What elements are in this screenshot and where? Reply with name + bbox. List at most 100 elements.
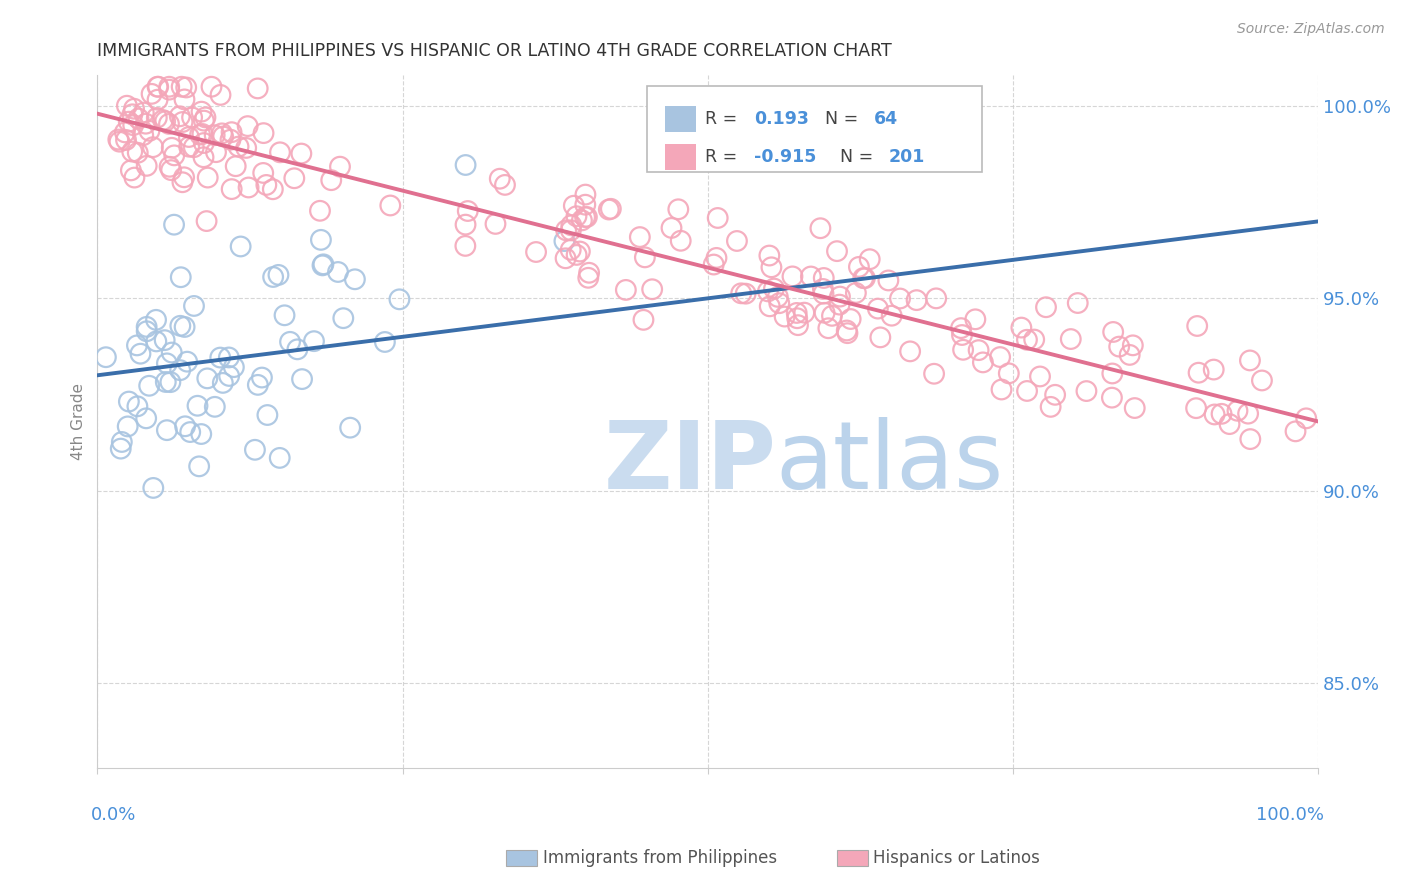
Point: [560, 223, 582, 237]
Point: [177, 130, 200, 145]
Point: [990, 383, 1012, 397]
Point: [262, 270, 284, 285]
Point: [108, 135, 131, 149]
Text: R =: R =: [706, 148, 742, 166]
Point: [1204, 408, 1226, 422]
Point: [821, 309, 844, 323]
Point: [142, 140, 165, 154]
Point: [1226, 404, 1249, 418]
Point: [135, 117, 157, 131]
Point: [813, 286, 835, 301]
Point: [965, 312, 987, 326]
Point: [825, 244, 848, 259]
Text: ZIP: ZIP: [605, 417, 778, 509]
Point: [250, 370, 273, 384]
Point: [278, 334, 301, 349]
Point: [756, 285, 779, 299]
Point: [176, 354, 198, 368]
Point: [1108, 340, 1130, 354]
Point: [254, 178, 277, 192]
Point: [560, 219, 582, 233]
Point: [1101, 367, 1123, 381]
Point: [122, 118, 145, 132]
Point: [121, 145, 143, 159]
Point: [169, 109, 191, 123]
Point: [950, 328, 973, 343]
Point: [117, 419, 139, 434]
Point: [107, 132, 129, 146]
Point: [813, 271, 835, 285]
Point: [839, 312, 862, 326]
Point: [287, 343, 309, 357]
Point: [922, 367, 945, 381]
Point: [197, 170, 219, 185]
Point: [574, 210, 596, 224]
Point: [173, 92, 195, 106]
Point: [159, 375, 181, 389]
Point: [898, 344, 921, 359]
Point: [339, 420, 361, 434]
Point: [782, 269, 804, 284]
Point: [256, 408, 278, 422]
Point: [179, 139, 201, 153]
Point: [666, 202, 689, 217]
Point: [246, 377, 269, 392]
Point: [135, 411, 157, 425]
Point: [193, 113, 215, 128]
Point: [988, 350, 1011, 364]
Text: Immigrants from Philippines: Immigrants from Philippines: [543, 849, 778, 867]
Point: [661, 221, 683, 235]
Point: [114, 125, 136, 139]
Point: [132, 128, 155, 142]
Point: [1067, 296, 1090, 310]
Point: [321, 173, 343, 187]
Point: [141, 87, 163, 101]
Point: [155, 375, 177, 389]
Point: [283, 171, 305, 186]
Text: -0.915: -0.915: [754, 148, 817, 166]
Point: [291, 372, 314, 386]
Point: [488, 171, 510, 186]
Text: IMMIGRANTS FROM PHILIPPINES VS HISPANIC OR LATINO 4TH GRADE CORRELATION CHART: IMMIGRANTS FROM PHILIPPINES VS HISPANIC …: [97, 42, 891, 60]
Point: [156, 356, 179, 370]
Point: [225, 159, 247, 173]
Point: [153, 114, 176, 128]
Point: [326, 265, 349, 279]
Point: [828, 298, 851, 312]
Point: [1043, 388, 1066, 402]
Point: [209, 351, 232, 365]
Point: [159, 160, 181, 174]
Point: [273, 308, 295, 322]
Point: [221, 182, 243, 196]
Point: [869, 330, 891, 344]
Point: [457, 204, 479, 219]
Point: [454, 158, 477, 172]
Point: [194, 111, 217, 125]
Point: [578, 266, 600, 280]
Point: [494, 178, 516, 192]
Point: [122, 102, 145, 116]
Point: [388, 293, 411, 307]
Point: [236, 119, 259, 133]
Point: [156, 423, 179, 437]
Point: [454, 239, 477, 253]
Point: [146, 111, 169, 125]
FancyBboxPatch shape: [647, 86, 983, 172]
Text: 0.0%: 0.0%: [91, 805, 136, 824]
Point: [454, 218, 477, 232]
Point: [565, 209, 588, 223]
Point: [218, 351, 240, 365]
Point: [219, 133, 242, 147]
Point: [1118, 348, 1140, 362]
Point: [200, 79, 222, 94]
Point: [148, 79, 170, 94]
Point: [574, 187, 596, 202]
Point: [129, 347, 152, 361]
Point: [157, 117, 180, 131]
Text: atlas: atlas: [775, 417, 1002, 509]
Point: [146, 79, 169, 94]
Point: [725, 234, 748, 248]
Point: [835, 324, 858, 338]
Point: [169, 363, 191, 377]
Point: [730, 286, 752, 301]
